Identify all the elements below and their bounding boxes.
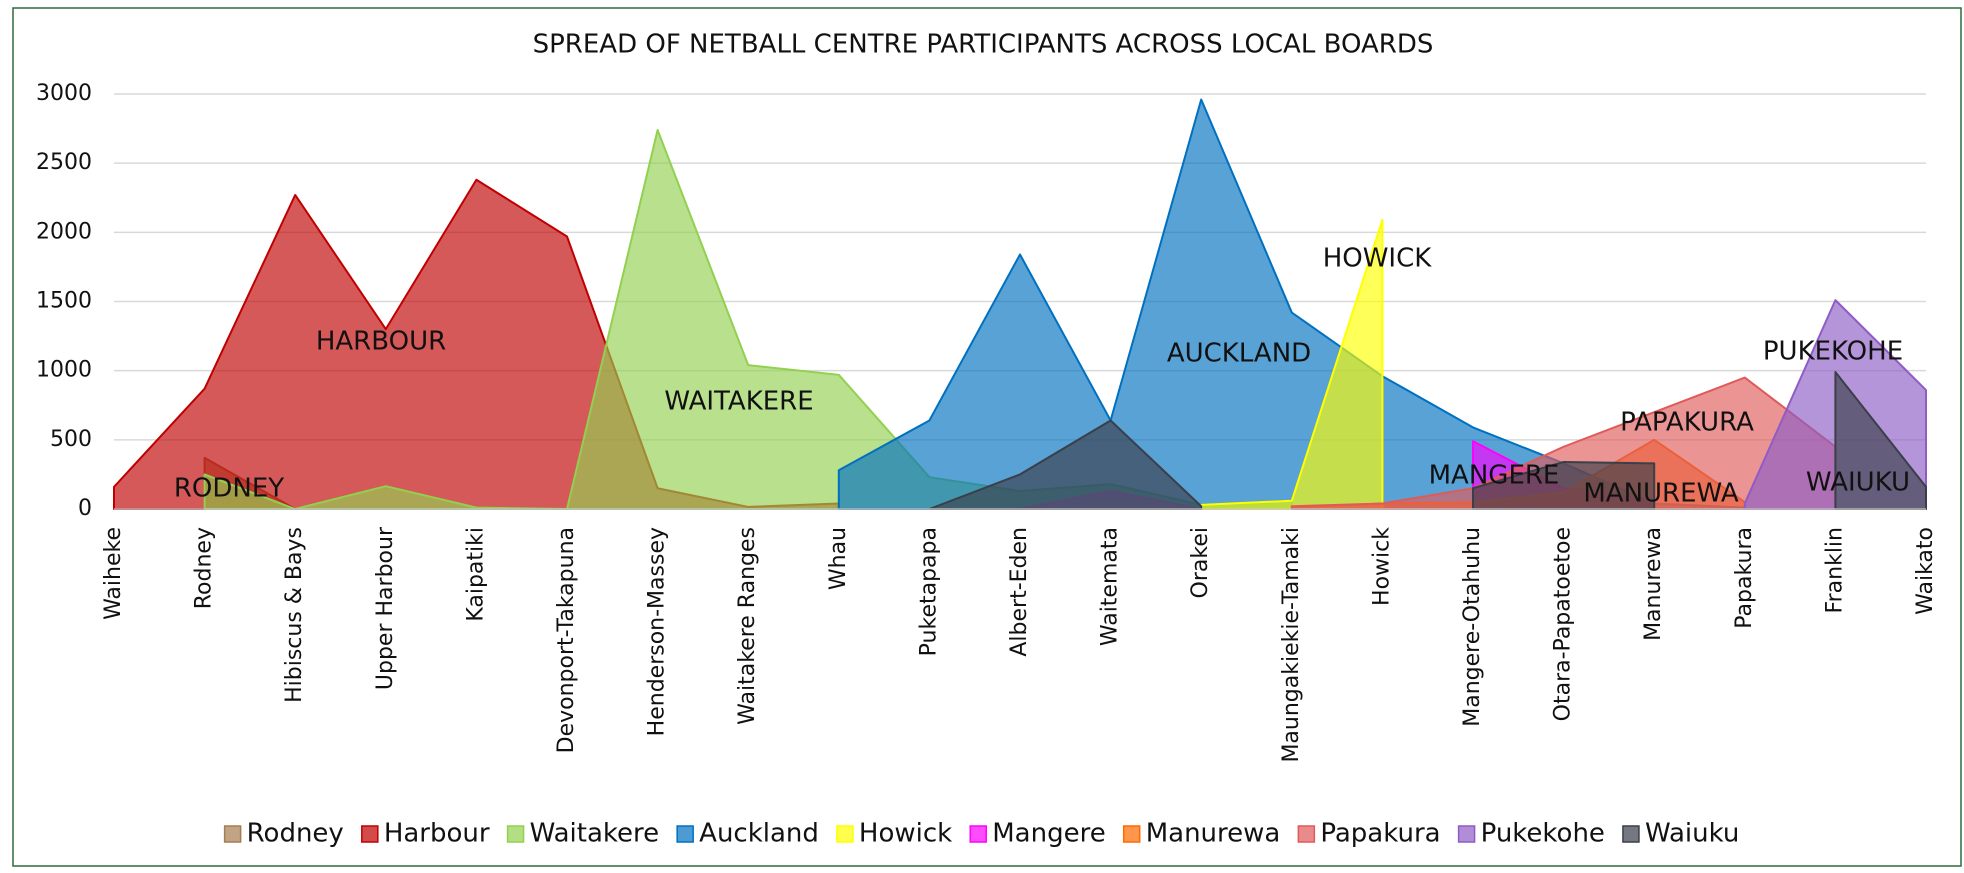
y-tick-label: 3000 [36,81,92,106]
x-tick-label: Maungakiekie-Tamaki [1279,527,1304,763]
x-tick-label: Waiheke [101,527,126,620]
legend-swatch [361,825,379,843]
legend-swatch [506,825,525,843]
x-tick-label: Kaipatiki [463,527,488,622]
y-tick-label: 1500 [36,289,92,314]
x-tick-label: Orakei [1188,527,1213,598]
legend-swatch [223,825,242,843]
frame [12,7,1962,867]
legend-swatch [1297,825,1316,843]
x-tick-label: Howick [1369,527,1394,606]
legend-label: Pukekohe [1481,819,1605,849]
legend-label: Waitakere [530,819,660,849]
legend-label: Auckland [699,819,819,849]
legend-swatch [1122,825,1141,843]
legend-swatch [969,825,987,843]
y-tick-label: 1000 [36,358,92,383]
x-tick-label: Hibiscus & Bays [282,527,307,703]
legend-swatch [1622,825,1640,843]
chart-title: SPREAD OF NETBALL CENTRE PARTICIPANTS AC… [533,30,1434,60]
x-tick-label: Henderson-Massey [645,527,670,736]
annotation: RODNEY [174,474,284,504]
annotation: MANGERE [1429,461,1560,491]
annotation: MANUREWA [1583,479,1738,509]
y-tick-label: 2500 [36,150,92,175]
y-tick-label: 500 [50,427,92,452]
legend-swatch [836,825,854,843]
legend-label: Rodney [247,819,344,849]
x-tick-label: Puketapapa [916,527,941,656]
legend-swatch [1457,825,1476,843]
x-tick-label: Whau [826,527,851,590]
annotation: PAPAKURA [1620,408,1754,438]
annotation: WAITAKERE [664,387,813,417]
y-tick-label: 0 [78,496,92,521]
x-tick-label: Mangere-Otahuhu [1460,527,1485,727]
annotation: AUCKLAND [1167,339,1311,369]
annotation: HOWICK [1323,244,1433,274]
x-tick-label: Waikato [1913,527,1938,615]
legend-label: Harbour [384,819,490,849]
legend-label: Mangere [992,819,1105,849]
x-tick-label: Upper Harbour [373,526,398,690]
x-tick-label: Franklin [1822,527,1847,613]
x-tick-label: Otara-Papatoetoe [1551,527,1576,721]
legend-label: Papakura [1320,819,1440,849]
legend: Rodney Harbour Waitakere Auckland Howick Mang… [223,819,1739,849]
x-tick-label: Rodney [192,527,217,609]
x-tick-label: Waitakere Ranges [735,527,760,725]
x-tick-label: Albert-Eden [1007,527,1032,657]
legend-label: Waiuku [1645,819,1739,849]
annotation: PUKEKOHE [1763,337,1903,367]
annotation: HARBOUR [316,327,446,357]
legend-label: Manurewa [1146,819,1281,849]
annotation: WAIUKU [1806,468,1910,498]
y-tick-label: 2000 [36,219,92,244]
legend-label: Howick [859,819,952,849]
x-tick-label: Manurewa [1641,527,1666,641]
legend-swatch [676,825,694,843]
x-tick-label: Papakura [1732,527,1757,629]
x-tick-label: Devonport-Takapuna [554,527,579,753]
x-tick-label: Waitemata [1098,527,1123,646]
